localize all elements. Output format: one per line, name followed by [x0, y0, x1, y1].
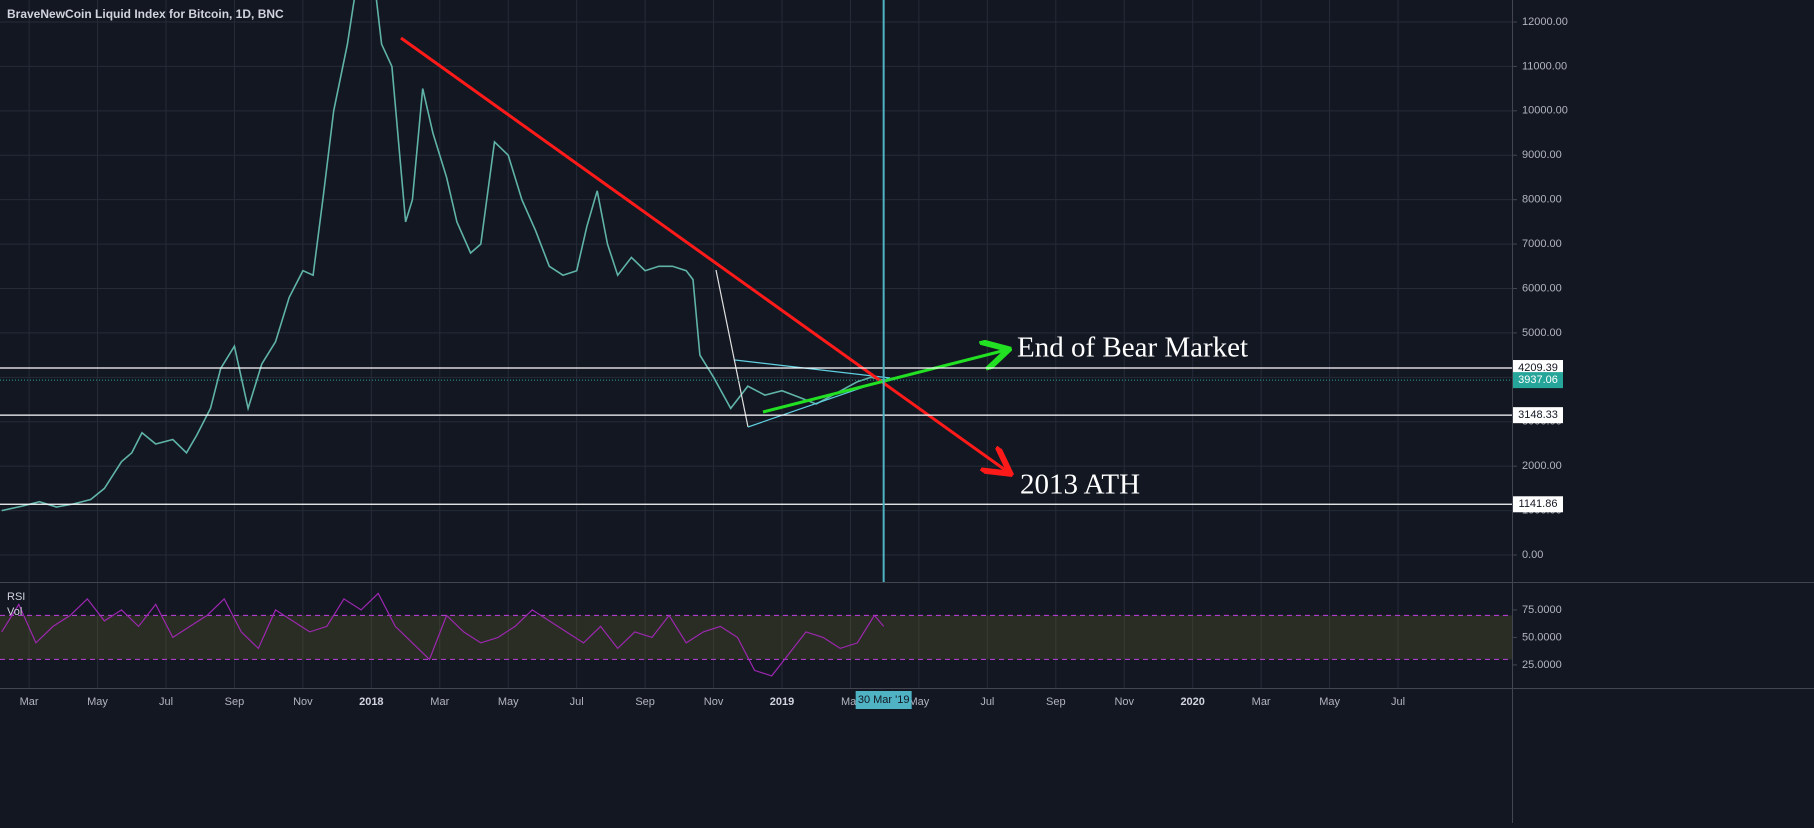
x-tick-label: May: [498, 696, 519, 708]
y-tick-label: 0.00: [1522, 549, 1543, 561]
level-label: 4209.39: [1518, 362, 1558, 374]
x-tick-label: 2020: [1180, 696, 1204, 708]
series-line: [1, 0, 884, 512]
x-tick-label: Sep: [225, 696, 245, 708]
series-line: [1, 592, 885, 677]
y-tick-label: 5000.00: [1522, 327, 1562, 339]
x-tick-label: Sep: [1046, 696, 1066, 708]
drawing-line: [734, 359, 891, 379]
drawing-line: [715, 269, 749, 428]
rsi-band: [0, 615, 1512, 660]
y-tick-label: 9000.00: [1522, 149, 1562, 161]
last-price-label: 3937.06: [1518, 374, 1558, 386]
x-tick-label: Mar: [1252, 696, 1271, 708]
chart-title: BraveNewCoin Liquid Index for Bitcoin, 1…: [7, 7, 284, 21]
x-tick-label: May: [1319, 696, 1340, 708]
x-tick-label: Mar: [430, 696, 449, 708]
cursor-tag: [855, 691, 912, 709]
x-tick-label: Jul: [1391, 696, 1405, 708]
x-tick-label: Sep: [635, 696, 655, 708]
x-tick-label: 2018: [359, 696, 383, 708]
x-tick-label: 2019: [770, 696, 794, 708]
cursor-label: 30 Mar '19: [858, 694, 910, 706]
pane-title: RSI: [7, 591, 25, 603]
y-tick-label: 2000.00: [1522, 460, 1562, 472]
level-label: 1141.86: [1519, 498, 1558, 510]
y-tick-label: 7000.00: [1522, 238, 1562, 250]
grid: [0, 0, 1512, 688]
x-tick-label: Jul: [980, 696, 994, 708]
y-tick-label: 6000.00: [1522, 282, 1562, 294]
x-tick-label: May: [909, 696, 930, 708]
x-tick-label: Nov: [1114, 696, 1134, 708]
annotation: End of Bear Market: [1017, 332, 1248, 364]
level-tag: [1513, 407, 1563, 424]
level-tag: [1513, 496, 1563, 513]
y-tick-label: 25.0000: [1522, 659, 1562, 671]
drawings: [400, 36, 1008, 472]
y-tick-label: 12000.00: [1522, 16, 1568, 28]
pane-title: Vol: [7, 606, 22, 618]
y-tick-label: 11000.00: [1522, 60, 1567, 72]
x-tick-label: May: [87, 696, 108, 708]
level-tag: [1513, 360, 1563, 377]
x-tick-label: Nov: [293, 696, 313, 708]
x-tick-label: Jul: [570, 696, 584, 708]
x-tick-label: Nov: [704, 696, 724, 708]
x-tick-label: Mar: [20, 696, 39, 708]
y-tick-label: 50.0000: [1522, 631, 1562, 643]
x-tick-label: Jul: [159, 696, 173, 708]
x-tick-label: Mar: [841, 696, 860, 708]
last-price-tag: [1513, 372, 1563, 389]
y-tick-label: 8000.00: [1522, 194, 1562, 206]
level-label: 3148.33: [1518, 409, 1558, 421]
annotation: 2013 ATH: [1020, 469, 1140, 501]
y-tick-label: 10000.00: [1522, 105, 1568, 117]
trend-line: [400, 36, 1008, 472]
plot: [1, 0, 885, 677]
y-tick-label: 75.0000: [1522, 604, 1562, 616]
